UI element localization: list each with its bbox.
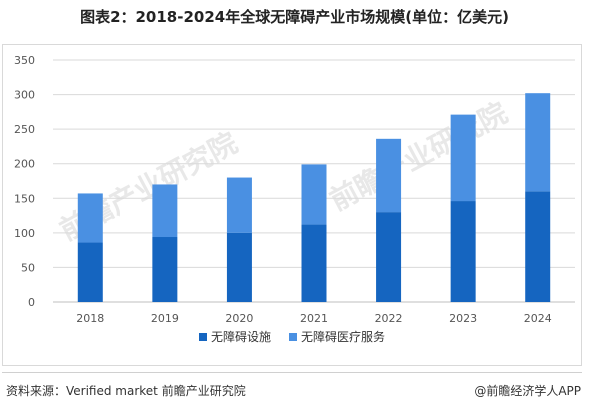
watermark-text: 前瞻产业研究院 <box>324 96 513 217</box>
y-tick-label: 0 <box>28 296 35 309</box>
bar-facilities <box>376 212 402 302</box>
bar-facilities <box>301 224 327 302</box>
y-axis: 0 50 100 150 200 250 300 350 <box>14 54 35 309</box>
x-tick-label: 2020 <box>225 312 253 325</box>
chart-area: 前瞻产业研究院 前瞻产业研究院 0 50 100 150 200 250 300 350 201… <box>2 44 582 366</box>
y-tick-label: 150 <box>14 192 35 205</box>
legend-swatch <box>199 333 207 341</box>
y-tick-label: 350 <box>14 54 35 67</box>
brand-credit: @前瞻经济学人APP <box>474 384 581 398</box>
legend-label: 无障碍医疗服务 <box>301 329 385 344</box>
bar-medical-services <box>77 193 103 243</box>
stacked-bar-chart: 前瞻产业研究院 前瞻产业研究院 0 50 100 150 200 250 300 350 201… <box>14 54 575 344</box>
bar-facilities <box>525 191 551 302</box>
bars <box>77 93 551 302</box>
y-tick-label: 200 <box>14 158 35 171</box>
watermark-group: 前瞻产业研究院 前瞻产业研究院 <box>54 96 513 247</box>
footer-divider <box>2 372 582 373</box>
legend-swatch <box>289 333 297 341</box>
y-tick-label: 250 <box>14 123 35 136</box>
legend: 无障碍设施 无障碍医疗服务 <box>199 329 385 344</box>
bar-facilities <box>226 232 252 302</box>
x-tick-label: 2023 <box>449 312 477 325</box>
y-tick-label: 300 <box>14 89 35 102</box>
y-tick-label: 100 <box>14 227 35 240</box>
x-tick-label: 2018 <box>76 312 104 325</box>
bar-medical-services <box>152 184 178 238</box>
bar-facilities <box>450 201 476 302</box>
y-tick-label: 50 <box>21 261 35 274</box>
bar-facilities <box>77 242 103 302</box>
bar-medical-services <box>226 177 252 233</box>
bar-facilities <box>152 237 178 302</box>
x-axis: 2018 2019 2020 2021 2022 2023 2024 <box>76 312 551 325</box>
bar-medical-services <box>376 138 402 213</box>
chart-title: 图表2：2018-2024年全球无障碍产业市场规模(单位：亿美元) <box>80 8 509 26</box>
bar-medical-services <box>525 93 551 192</box>
x-tick-label: 2019 <box>151 312 179 325</box>
legend-label: 无障碍设施 <box>211 329 271 344</box>
x-tick-label: 2021 <box>300 312 328 325</box>
x-tick-label: 2022 <box>375 312 403 325</box>
x-tick-label: 2024 <box>524 312 552 325</box>
bar-medical-services <box>301 164 327 225</box>
bar-medical-services <box>450 114 476 202</box>
source-note: 资料来源：Verified market 前瞻产业研究院 <box>6 384 246 398</box>
